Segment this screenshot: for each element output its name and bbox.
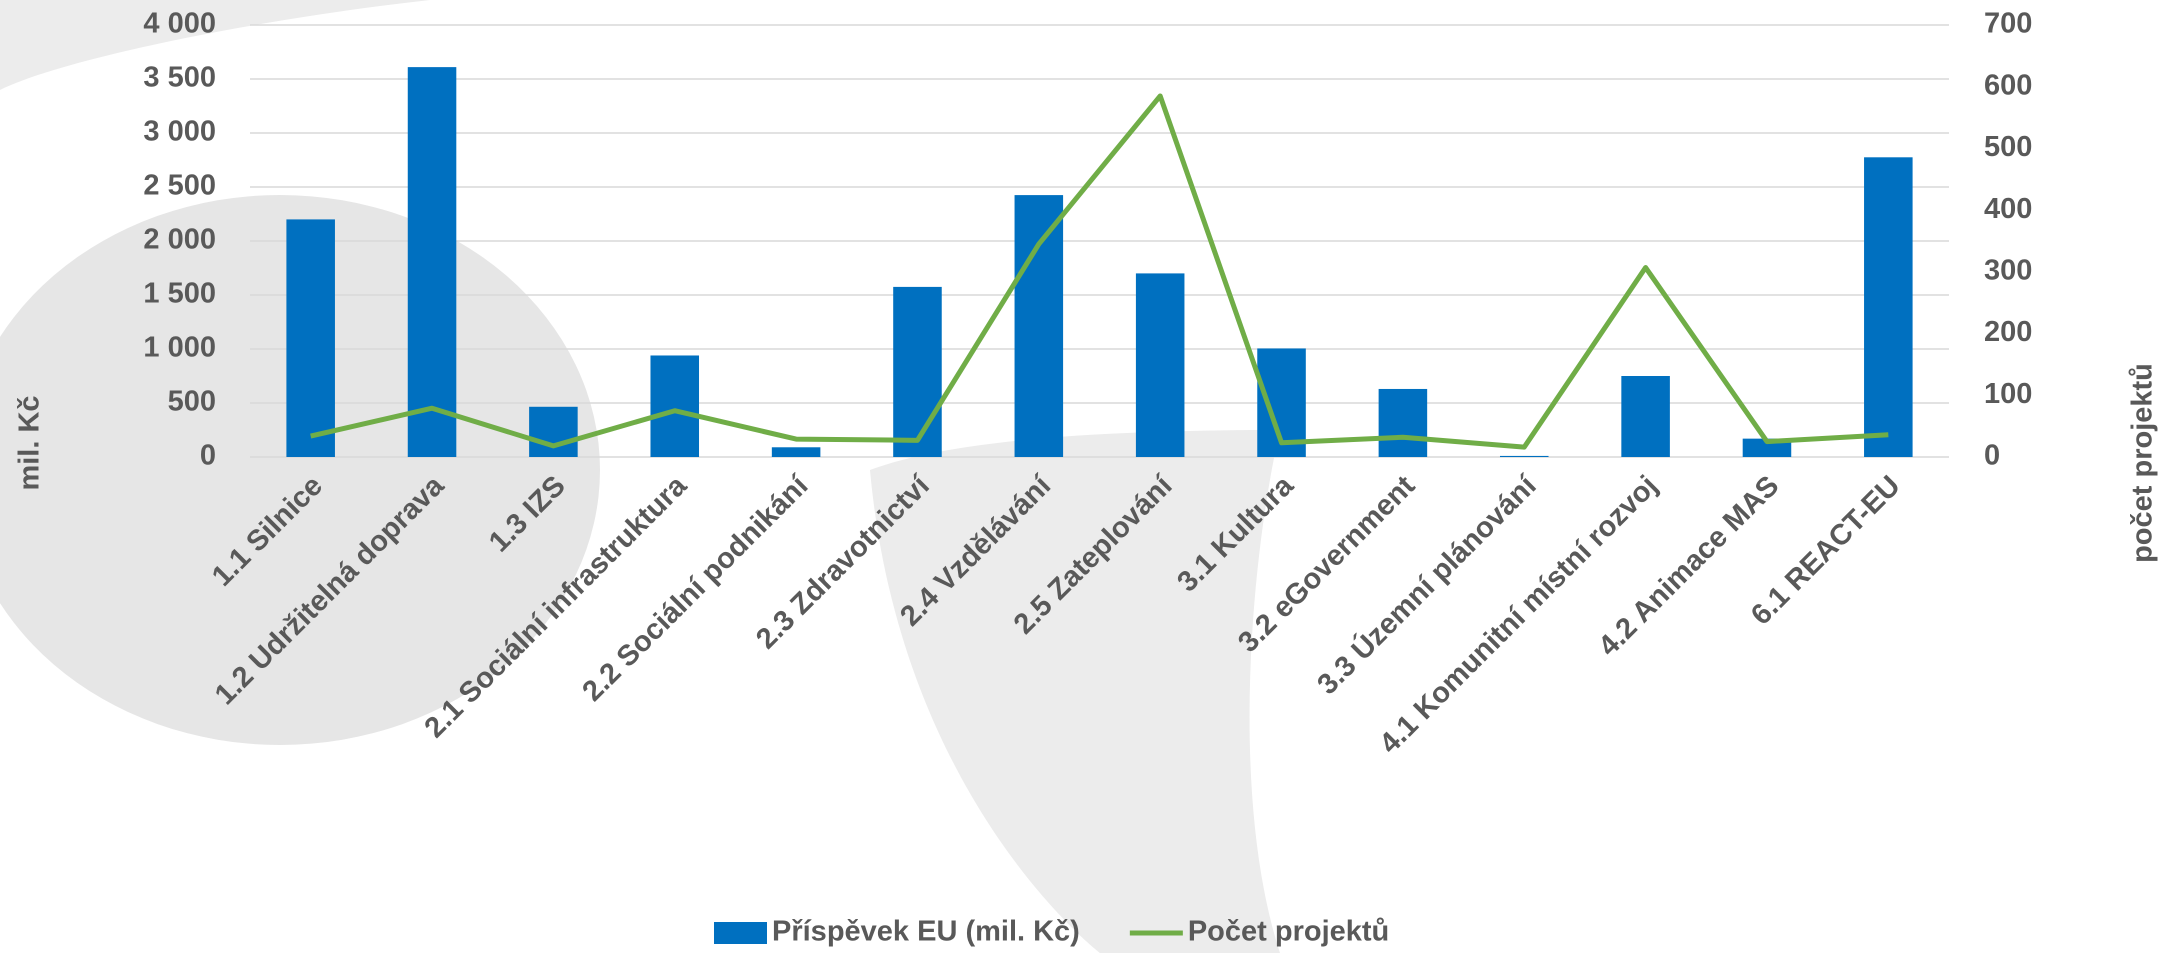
y-tick-label: 1 000 <box>143 332 216 364</box>
y2-tick-label: 200 <box>1984 316 2032 348</box>
y2-tick-label: 500 <box>1984 131 2032 163</box>
legend-label: Počet projektů <box>1188 916 1389 948</box>
x-tick-label: 3.3 Územní plánování <box>1310 468 1543 701</box>
line <box>310 93 1889 450</box>
y2-tick-label: 400 <box>1984 193 2032 225</box>
y-tick-label: 2 500 <box>143 170 216 202</box>
bar <box>1135 273 1185 457</box>
legend-swatch <box>714 922 767 944</box>
y2-tick-label: 300 <box>1984 255 2032 287</box>
y-tick-label: 500 <box>168 386 216 418</box>
bar <box>1014 195 1064 457</box>
bar <box>1621 376 1670 457</box>
y2-tick-label: 600 <box>1984 69 2032 101</box>
y-axis-title: mil. Kč <box>14 395 46 490</box>
background-shape <box>0 0 430 90</box>
background-shape <box>870 430 1280 953</box>
bar <box>1499 455 1549 457</box>
y2-tick-label: 700 <box>1984 8 2032 40</box>
y2-tick-label: 100 <box>1984 378 2032 410</box>
y2-axis-title: počet projektů <box>2127 363 2159 563</box>
y-tick-label: 0 <box>200 440 216 472</box>
y2-tick-label: 0 <box>1984 440 2000 472</box>
y-tick-label: 2 000 <box>143 224 216 256</box>
y-tick-label: 3 500 <box>143 62 216 94</box>
bar <box>407 67 457 458</box>
x-tick-label: 2.2 Sociální podnikání <box>576 469 815 708</box>
bar <box>893 286 942 457</box>
bar <box>650 355 700 457</box>
legend-label: Příspěvek EU (mil. Kč) <box>772 916 1080 948</box>
bar <box>529 406 578 457</box>
bar <box>771 447 821 457</box>
bar <box>1378 388 1428 457</box>
bar <box>286 219 335 457</box>
y-tick-label: 3 000 <box>143 116 216 148</box>
y-tick-label: 4 000 <box>143 8 216 40</box>
y-tick-label: 1 500 <box>143 278 216 310</box>
bar <box>1864 157 1913 458</box>
